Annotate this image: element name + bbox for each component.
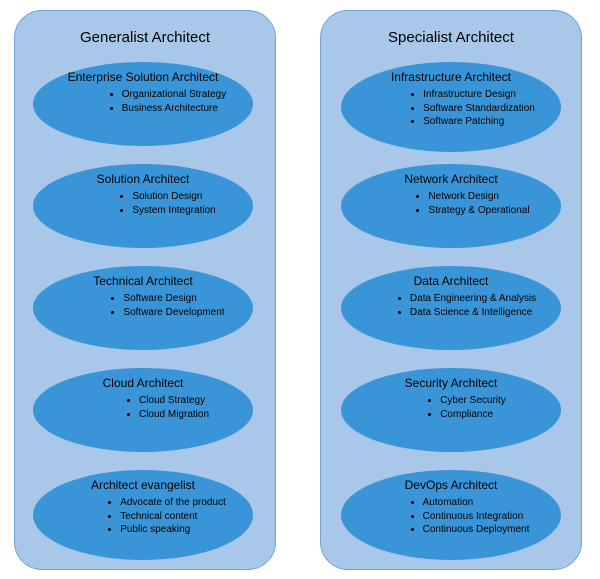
role-title: Infrastructure Architect — [391, 70, 511, 84]
devops-architect-role: DevOps Architect Automation Continuous I… — [341, 470, 561, 560]
role-items: Software Design Software Development — [123, 292, 224, 319]
role-item: Cloud Migration — [139, 408, 209, 422]
role-title: Architect evangelist — [91, 478, 195, 492]
role-item: Solution Design — [132, 190, 215, 204]
role-item: Continuous Integration — [423, 510, 530, 524]
security-architect-role: Security Architect Cyber Security Compli… — [341, 368, 561, 452]
role-item: Cloud Strategy — [139, 394, 209, 408]
role-item: Data Science & Intelligence — [410, 306, 536, 320]
role-item: Organizational Strategy — [122, 88, 227, 102]
solution-architect-role: Solution Architect Solution Design Syste… — [33, 164, 253, 248]
role-title: Technical Architect — [93, 274, 192, 288]
role-item: Software Standardization — [423, 102, 535, 116]
role-item: Software Development — [123, 306, 224, 320]
role-item: Automation — [423, 496, 530, 510]
infrastructure-architect-role: Infrastructure Architect Infrastructure … — [341, 62, 561, 152]
role-item: Compliance — [440, 408, 506, 422]
role-item: Data Engineering & Analysis — [410, 292, 536, 306]
role-title: Data Architect — [414, 274, 489, 288]
enterprise-solution-architect-role: Enterprise Solution Architect Organizati… — [33, 62, 253, 146]
role-item: Network Design — [428, 190, 529, 204]
role-items: Data Engineering & Analysis Data Science… — [410, 292, 536, 319]
role-item: Technical content — [120, 510, 226, 524]
network-architect-role: Network Architect Network Design Strateg… — [341, 164, 561, 248]
role-item: Software Design — [123, 292, 224, 306]
technical-architect-role: Technical Architect Software Design Soft… — [33, 266, 253, 350]
role-item: Public speaking — [120, 523, 226, 537]
role-items: Cloud Strategy Cloud Migration — [139, 394, 209, 421]
role-title: Cloud Architect — [103, 376, 184, 390]
architect-evangelist-role: Architect evangelist Advocate of the pro… — [33, 470, 253, 560]
diagram-canvas: Generalist Architect Enterprise Solution… — [0, 0, 600, 579]
role-items: Solution Design System Integration — [132, 190, 215, 217]
role-item: Business Architecture — [122, 102, 227, 116]
role-title: Solution Architect — [97, 172, 190, 186]
role-item: Cyber Security — [440, 394, 506, 408]
role-title: Network Architect — [404, 172, 497, 186]
specialist-panel-title: Specialist Architect — [321, 29, 581, 46]
role-item: Continuous Deployment — [423, 523, 530, 537]
role-title: Security Architect — [405, 376, 498, 390]
role-item: System Integration — [132, 204, 215, 218]
data-architect-role: Data Architect Data Engineering & Analys… — [341, 266, 561, 350]
role-item: Advocate of the product — [120, 496, 226, 510]
role-item: Strategy & Operational — [428, 204, 529, 218]
cloud-architect-role: Cloud Architect Cloud Strategy Cloud Mig… — [33, 368, 253, 452]
generalist-panel-title: Generalist Architect — [15, 29, 275, 46]
role-title: Enterprise Solution Architect — [68, 70, 219, 84]
role-items: Cyber Security Compliance — [440, 394, 506, 421]
role-item: Software Patching — [423, 115, 535, 129]
role-items: Automation Continuous Integration Contin… — [423, 496, 530, 537]
role-item: Infrastructure Design — [423, 88, 535, 102]
role-items: Network Design Strategy & Operational — [428, 190, 529, 217]
role-title: DevOps Architect — [405, 478, 498, 492]
role-items: Advocate of the product Technical conten… — [120, 496, 226, 537]
role-items: Organizational Strategy Business Archite… — [122, 88, 227, 115]
role-items: Infrastructure Design Software Standardi… — [423, 88, 535, 129]
